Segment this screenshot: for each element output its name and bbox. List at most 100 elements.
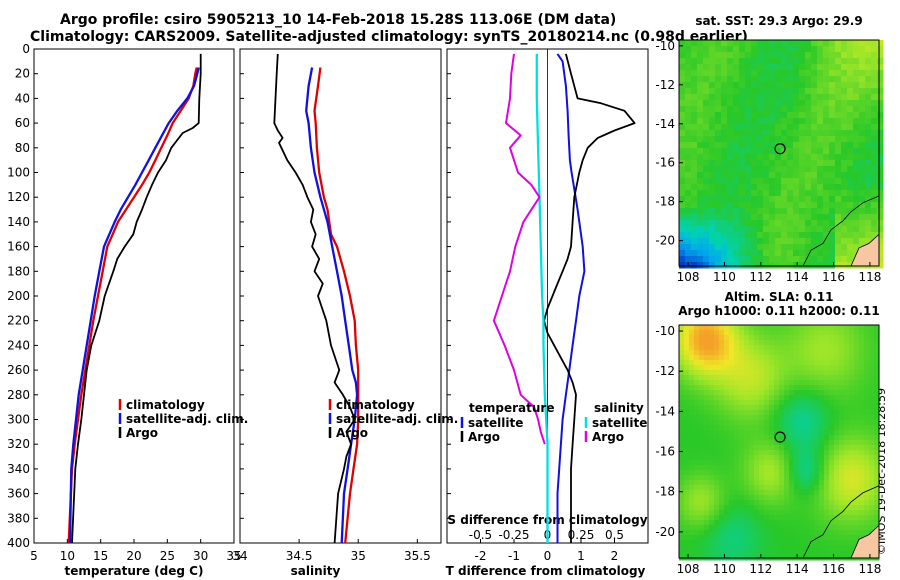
sla-map-pixel	[834, 325, 840, 331]
sla-map-pixel	[694, 360, 700, 366]
sla-map-pixel	[744, 505, 750, 511]
sst-map-pixel	[859, 196, 866, 203]
sla-map-pixel	[729, 515, 735, 521]
sla-map-pixel	[834, 530, 840, 536]
sla-map-pixel	[689, 525, 695, 531]
sla-map-pixel	[744, 550, 750, 556]
sst-map-pixel	[709, 160, 716, 167]
sst-map-pixel	[871, 136, 878, 143]
sst-map-pixel	[703, 70, 710, 77]
sst-map-pixel	[847, 244, 854, 251]
sst-map-pixel	[829, 160, 836, 167]
sla-map-pixel	[769, 450, 775, 456]
sla-map-pixel	[724, 365, 730, 371]
sst-map-pixel	[799, 142, 806, 149]
sst-map-pixel	[679, 70, 686, 77]
salinity-tick-label: 34.5	[286, 549, 313, 563]
sst-map-pixel	[799, 40, 806, 47]
sst-map-pixel	[871, 64, 878, 71]
sla-map-pixel	[824, 450, 830, 456]
sla-map-pixel	[814, 520, 820, 526]
sla-map-pixel	[869, 430, 875, 436]
sla-map-pixel	[679, 340, 685, 346]
sst-map-pixel	[853, 88, 860, 95]
sla-map-pixel	[849, 545, 855, 551]
sst-map-pixel	[775, 184, 782, 191]
sla-map-pixel	[869, 410, 875, 416]
sla-map-pixel	[789, 490, 795, 496]
sst-map-pixel	[715, 148, 722, 155]
sla-map-pixel	[809, 370, 815, 376]
sla-map-pixel	[694, 345, 700, 351]
sst-map-pixel	[805, 232, 812, 239]
figure-title-line1: Argo profile: csiro 5905213_10 14-Feb-20…	[60, 12, 617, 28]
sla-map-pixel	[784, 440, 790, 446]
sla-map-pixel	[839, 350, 845, 356]
sla-map-pixel	[799, 365, 805, 371]
sla-map-pixel	[759, 380, 765, 386]
sla-map-pixel	[759, 505, 765, 511]
sla-map-pixel	[739, 515, 745, 521]
sla-map-pixel	[819, 390, 825, 396]
sla-map-pixel	[784, 465, 790, 471]
sla-map-pixel	[774, 470, 780, 476]
sla-map-pixel	[779, 550, 785, 556]
sst-map-pixel	[871, 82, 878, 89]
sla-map-pixel	[834, 455, 840, 461]
sst-map-pixel	[709, 172, 716, 179]
sla-map-pixel	[804, 345, 810, 351]
sla-map-pixel	[704, 410, 710, 416]
sla-map-pixel	[679, 520, 685, 526]
salinity-tick-label: 35.5	[404, 549, 431, 563]
sst-map-pixel	[733, 166, 740, 173]
sst-map-pixel	[721, 190, 728, 197]
sla-map-pixel	[714, 425, 720, 431]
sla-map-pixel	[779, 545, 785, 551]
sla-map-pixel	[814, 470, 820, 476]
sla-map-pixel	[699, 500, 705, 506]
sst-map-pixel	[787, 256, 794, 263]
sst-map-pixel	[769, 88, 776, 95]
sst-map-pixel	[811, 226, 818, 233]
sla-map-lon-label: 116	[822, 562, 845, 576]
sla-map-pixel	[739, 530, 745, 536]
sst-map-pixel	[757, 214, 764, 221]
sla-map-pixel	[699, 445, 705, 451]
sst-map-pixel	[727, 94, 734, 101]
sst-map-pixel	[709, 136, 716, 143]
sst-map-pixel	[847, 190, 854, 197]
sla-map-pixel	[764, 415, 770, 421]
sst-map-pixel	[817, 136, 824, 143]
sla-map-pixel	[814, 340, 820, 346]
sst-map-pixel	[871, 40, 878, 47]
sla-map-pixel	[874, 335, 880, 341]
sst-map-pixel	[787, 214, 794, 221]
sla-map-pixel	[874, 480, 880, 486]
sla-map-pixel	[714, 530, 720, 536]
sla-map-pixel	[734, 370, 740, 376]
sla-map-pixel	[734, 455, 740, 461]
sla-map-pixel	[824, 400, 830, 406]
sla-map-pixel	[814, 495, 820, 501]
sla-map-pixel	[739, 520, 745, 526]
sla-map-pixel	[754, 335, 760, 341]
sst-map-pixel	[679, 238, 686, 245]
sla-map-pixel	[854, 435, 860, 441]
sst-map-pixel	[877, 76, 884, 83]
sla-map-pixel	[704, 505, 710, 511]
sst-map-pixel	[847, 142, 854, 149]
sst-map-pixel	[685, 256, 692, 263]
sst-map-pixel	[733, 208, 740, 215]
sla-map-pixel	[849, 430, 855, 436]
sla-map-pixel	[824, 530, 830, 536]
sla-map-pixel	[729, 345, 735, 351]
sla-map-pixel	[759, 405, 765, 411]
sst-map-pixel	[739, 232, 746, 239]
sla-map-pixel	[714, 465, 720, 471]
sla-map-pixel	[679, 400, 685, 406]
temperature-series-0	[67, 67, 198, 544]
sla-map-pixel	[804, 415, 810, 421]
sst-map-pixel	[763, 94, 770, 101]
sla-map-pixel	[714, 325, 720, 331]
sst-map-lat-label: -18	[655, 195, 675, 209]
